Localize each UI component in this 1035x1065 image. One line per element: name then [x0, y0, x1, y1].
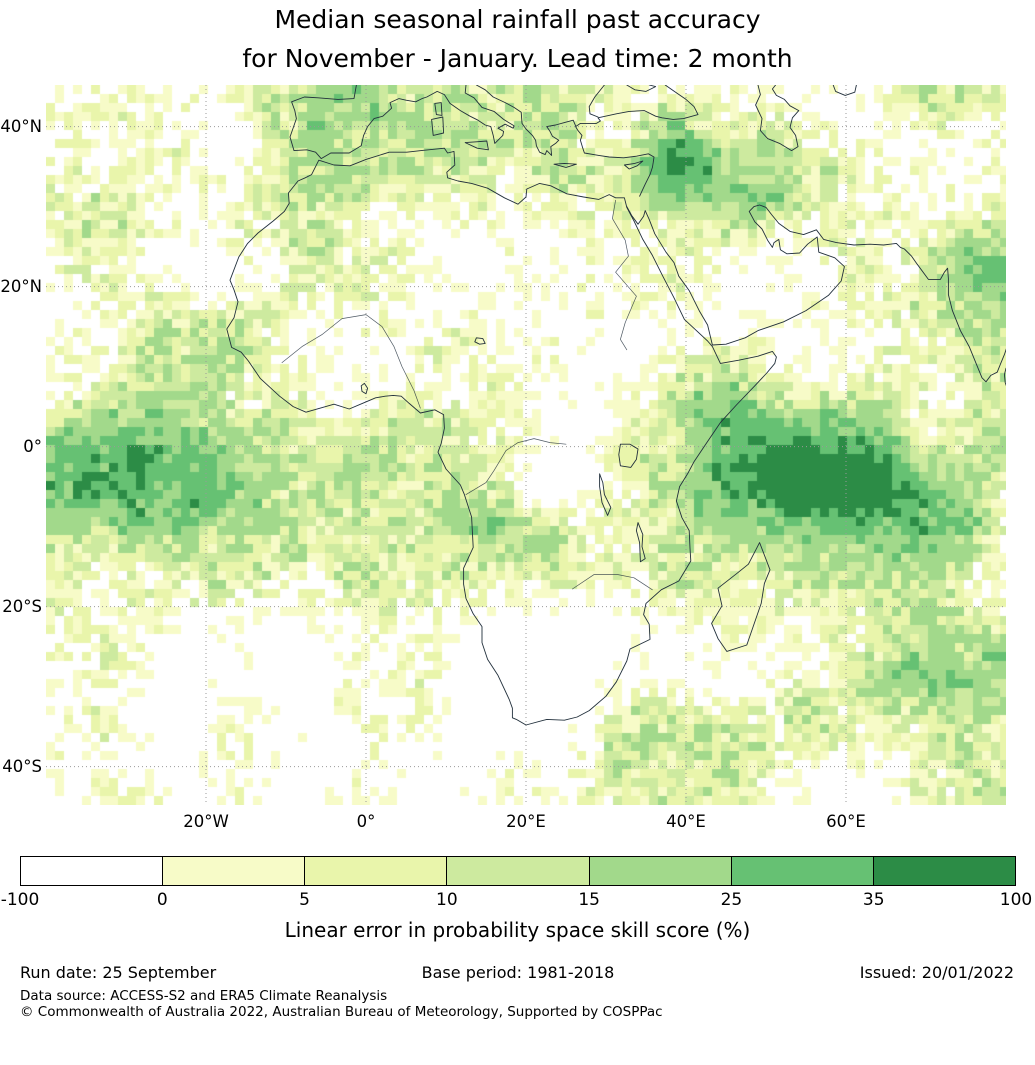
coastline-and-graticule-overlay [46, 85, 1006, 805]
chart-title-line1: Median seasonal rainfall past accuracy [274, 5, 761, 34]
colorbar [20, 856, 1016, 886]
river [281, 314, 421, 409]
coastline [832, 85, 857, 96]
coastline [1003, 367, 1006, 387]
coastline [226, 147, 777, 726]
run-date-text: Run date: 25 September [20, 963, 217, 982]
lat-tick-label: 20°N [0, 276, 42, 296]
lon-tick-label: 60°E [826, 812, 866, 831]
coastline [464, 140, 489, 151]
lon-tick-label: 40°E [666, 812, 706, 831]
colorbar-tick-label: 25 [720, 890, 743, 910]
lon-tick-label: 0° [356, 812, 376, 831]
colorbar-tick-label: 5 [299, 890, 310, 910]
river [612, 199, 637, 351]
colorbar-segment [872, 857, 1015, 885]
colorbar-segment [588, 857, 731, 885]
coastline [475, 85, 577, 156]
issued-text: Issued: 20/01/2022 [859, 963, 1014, 982]
coastline [289, 85, 515, 160]
copyright-text: © Commonwealth of Australia 2022, Austra… [20, 1004, 663, 1020]
data-source-text: Data source: ACCESS-S2 and ERA5 Climate … [20, 988, 388, 1004]
river [465, 438, 567, 495]
coastline [431, 116, 445, 136]
coastline [588, 85, 605, 118]
coastline [626, 85, 657, 92]
coastline [711, 542, 771, 652]
colorbar-label: Linear error in probability space skill … [284, 918, 751, 942]
coastline [553, 162, 577, 168]
chart-title: Median seasonal rainfall past accuracy f… [0, 0, 1035, 78]
coastline [635, 522, 646, 563]
coastline [434, 102, 443, 116]
coastline [623, 160, 644, 170]
lon-tick-label: 20°W [183, 812, 229, 831]
chart-title-line2: for November - January. Lead time: 2 mon… [242, 44, 793, 73]
colorbar-segment [162, 857, 305, 885]
coastline [755, 85, 800, 152]
colorbar-segment [21, 857, 163, 885]
colorbar-segment [304, 857, 447, 885]
coastline [360, 382, 369, 395]
colorbar-tick-label: -100 [0, 890, 40, 910]
river [572, 574, 653, 591]
colorbar-tick-label: 0 [156, 890, 168, 910]
coastline [575, 85, 699, 197]
lat-tick-label: 20°S [2, 596, 42, 616]
colorbar-tick-label: 35 [862, 890, 885, 910]
colorbar-tick-label: 10 [436, 890, 458, 910]
colorbar-segment [446, 857, 589, 885]
base-period-text: Base period: 1981-2018 [421, 963, 615, 982]
lat-tick-label: 40°N [0, 116, 42, 136]
lat-tick-label: 0° [23, 436, 42, 456]
lat-tick-label: 40°S [2, 756, 42, 776]
colorbar-segment [730, 857, 873, 885]
coastline [626, 204, 1006, 383]
lon-tick-label: 20°E [506, 812, 546, 831]
coastline [599, 473, 612, 516]
colorbar-tick-label: 15 [578, 890, 600, 910]
coastline [474, 337, 486, 345]
coastline [618, 443, 639, 468]
colorbar-tick-label: 100 [999, 890, 1033, 910]
map-area [46, 85, 1006, 805]
